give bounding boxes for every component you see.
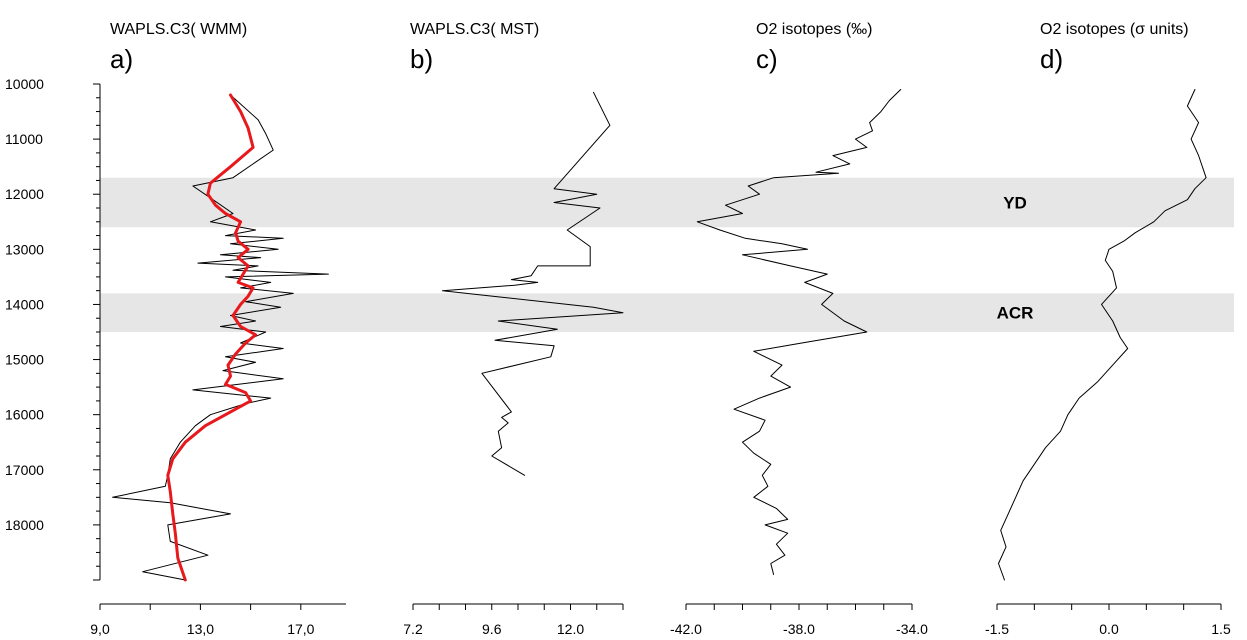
band-acr [100, 293, 1234, 332]
y-tick-label: 16000 [5, 407, 44, 423]
x-tick-label: 0.0 [1099, 621, 1119, 637]
y-tick-label: 17000 [5, 462, 44, 478]
y-tick-label: 12000 [5, 186, 44, 202]
y-tick-label: 14000 [5, 296, 44, 312]
band-label-acr: ACR [997, 304, 1034, 323]
x-tick-label: 9,0 [90, 621, 110, 637]
x-tick-label: 7.2 [403, 621, 423, 637]
y-tick-label: 13000 [5, 241, 44, 257]
panel-c: O2 isotopes (‰) c) -42.0 -38.0 -34.0 [670, 21, 928, 637]
y-tick-label: 18000 [5, 517, 44, 533]
panel-letter: c) [756, 44, 778, 74]
series-line-1 [442, 91, 624, 476]
panel-d: O2 isotopes (σ units) d) -1.5 0.0 1.5 [985, 21, 1231, 637]
panel-title: WAPLS.C3( WMM) [110, 21, 247, 38]
x-tick-label: 12.0 [557, 621, 584, 637]
series-line-1 [112, 94, 329, 581]
y-tick-label: 15000 [5, 352, 44, 368]
band-yd [100, 177, 1234, 228]
panel-title: O2 isotopes (‰) [756, 21, 872, 38]
band-label-yd: YD [1003, 193, 1027, 212]
x-tick-label: 9.6 [482, 621, 502, 637]
panel-letter: a) [110, 44, 133, 74]
panel-a: WAPLS.C3( WMM) a) 9,0 13,0 17,0 [90, 21, 346, 637]
event-bands: YD ACR [100, 177, 1234, 332]
x-tick-label: -1.5 [985, 621, 1009, 637]
depth-axis: 10000 11000 12000 13000 14000 15000 16000 17000… [5, 76, 101, 581]
x-tick-label: -38.0 [783, 621, 815, 637]
panel-title: WAPLS.C3( MST) [410, 21, 539, 38]
panel-letter: d) [1040, 44, 1063, 74]
y-tick-label: 10000 [5, 76, 44, 92]
panel-b: WAPLS.C3( MST) b) 7.2 9.6 12.0 [403, 21, 624, 637]
x-tick-label: 13,0 [187, 621, 214, 637]
chart-panels: WAPLS.C3( WMM) a) 9,0 13,0 17,0 WAPLS.C3( MST… [90, 21, 1231, 637]
panel-letter: b) [410, 44, 433, 74]
x-tick-label: -42.0 [670, 621, 702, 637]
x-tick-label: 17,0 [287, 621, 314, 637]
panel-title: O2 isotopes (σ units) [1040, 21, 1189, 38]
y-tick-label: 11000 [5, 131, 43, 147]
x-tick-label: -34.0 [896, 621, 928, 637]
series-line-1 [696, 89, 902, 575]
series-line-2 [166, 93, 258, 582]
series-line-1 [998, 89, 1207, 581]
x-tick-label: 1.5 [1211, 621, 1231, 637]
